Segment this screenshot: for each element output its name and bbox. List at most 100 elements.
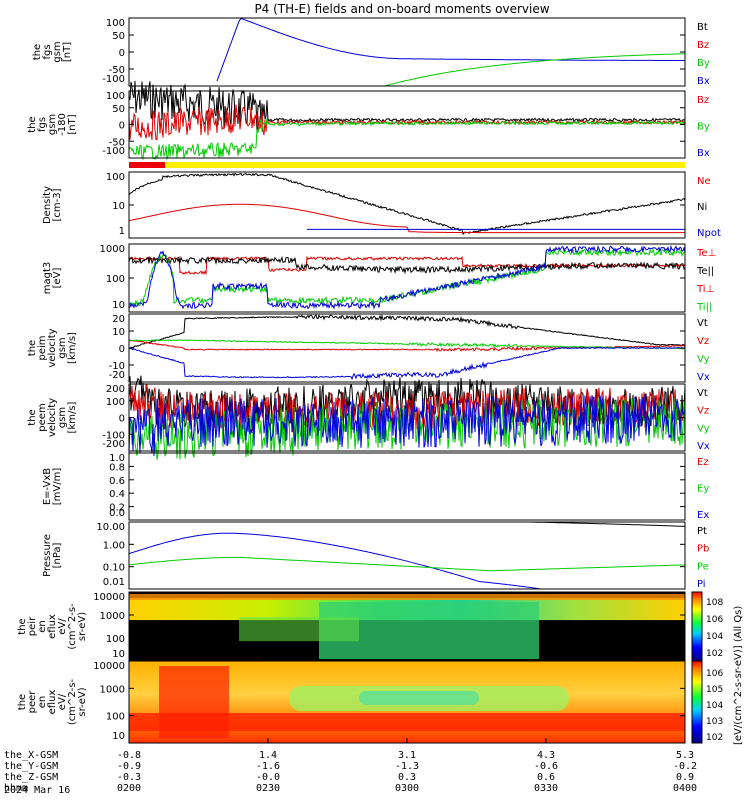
- x-tick-label: 0400: [673, 783, 697, 794]
- panel-ve: 200 100 0 -100-200 the peem velocity gsm [km/s] V…: [27, 375, 710, 460]
- series-bx: [128, 80, 686, 132]
- series-by: [384, 53, 686, 87]
- legend-bx: Bx: [697, 76, 710, 87]
- legend-pb: Pb: [697, 544, 709, 555]
- legend-vy: Vy: [697, 354, 710, 365]
- panel-pressure: 10.00 1.00 0.10 0.01 Pressure [nPa] Pt Pb Pe Pi: [42, 521, 709, 590]
- x-row-label: hhmm: [4, 783, 28, 794]
- legend-bz: Bz: [697, 40, 709, 51]
- peer-band-low: [129, 713, 685, 731]
- panel-peer: 10000 1000 100 10 the peer en eflux eV/(cm^2-s-s…: [17, 660, 686, 744]
- y-axis-label: en: [37, 696, 48, 709]
- y-tick-label: 10.00: [96, 522, 125, 533]
- series-vy: [128, 339, 686, 350]
- y-axis-label: fgs: [42, 44, 53, 59]
- series-ne: [128, 203, 685, 234]
- y-axis-label: the: [27, 409, 38, 425]
- legend-vz: Vz: [697, 336, 709, 347]
- legend-vx: Vx: [697, 372, 710, 383]
- y-tick-label: 10: [112, 201, 125, 212]
- panel-fgs: 100 50 0 -50-100 the fgs gsm [nT] Bt Bz By Bx: [32, 17, 710, 87]
- y-tick-label: 0.10: [103, 563, 125, 574]
- y-tick-label: -100: [102, 430, 125, 441]
- y-axis-label: the: [17, 618, 28, 634]
- y-tick-label: 100: [106, 18, 125, 29]
- series-pt: [530, 521, 686, 527]
- status-bar-red: [129, 162, 165, 168]
- legend-vy: Vy: [697, 423, 710, 434]
- panel-vi: 20 10 0 -10-20 the peim velocity gsm [km/s] Vt Vz V…: [27, 313, 710, 383]
- y-axis-label: the: [27, 116, 38, 132]
- y-tick-label: 100: [106, 397, 125, 408]
- legend-ex: Ex: [697, 510, 709, 521]
- x-tick-label: 0230: [256, 783, 280, 794]
- y-axis-label: velocity: [47, 398, 58, 437]
- colorbar-tick-label: 105: [706, 685, 723, 695]
- y-tick-label: 100: [106, 91, 125, 102]
- y-axis-label: [nT]: [62, 42, 73, 62]
- y-tick-label: 0.6: [109, 476, 125, 487]
- y-tick-label: -20: [109, 370, 125, 381]
- x-tick-label: -0.0: [256, 772, 280, 783]
- x-tick-label: -0.9: [117, 761, 141, 772]
- panel-efield: 1.00.8 0.6 0.4 0.20.0 E=-VxB [mV/m] Ez Ey Ex: [42, 452, 709, 521]
- y-axis-label: velocity: [47, 328, 58, 367]
- y-tick-label: 0: [119, 48, 125, 59]
- series-vz: [128, 339, 686, 352]
- y-tick-label: 100: [106, 712, 125, 723]
- legend-vz: Vz: [697, 406, 709, 417]
- plot-title: P4 (TH-E) fields and on-board moments ov…: [254, 2, 549, 16]
- series-by: [128, 118, 686, 161]
- y-axis-label: eflux: [47, 690, 58, 715]
- x-axis-labels: the_X-GSM -0.8 1.4 3.1 4.3 5.3 the_Y-GSM -0.9 -1…: [4, 738, 697, 796]
- y-axis-label: peim: [37, 335, 48, 360]
- legend-ez: Ez: [697, 457, 709, 468]
- x-tick-label: -0.2: [673, 761, 697, 772]
- panel-peir: 10000 1000 100 10 the peir en eflux eV/(cm^2-s-s…: [17, 591, 686, 662]
- y-axis-label: [km/s]: [67, 401, 78, 433]
- y-axis-label: [nPa]: [52, 542, 63, 568]
- colorbar-upper: [691, 591, 703, 662]
- x-tick-label: -1.6: [256, 761, 280, 772]
- x-tick-label: 0330: [534, 783, 558, 794]
- x-tick-label: 0.9: [676, 772, 694, 783]
- x-tick-label: -1.3: [395, 761, 419, 772]
- y-tick-label: -100: [102, 74, 125, 85]
- y-tick-label: 20: [112, 314, 125, 325]
- y-axis-label: eflux: [47, 614, 58, 639]
- y-axis-label: peir: [27, 616, 38, 636]
- y-tick-label: 50: [112, 31, 125, 42]
- peir-band-left: [239, 617, 359, 642]
- y-tick-label: -50: [109, 65, 125, 76]
- y-tick-label: 1.0: [109, 453, 125, 464]
- legend-te: Te||: [696, 266, 714, 277]
- colorbar-tick-label: 104: [706, 632, 723, 642]
- panel-fgs_dc: 100 50 0 -50-100 the fgs gsm -180 [nT] Bz By Bx: [27, 80, 710, 161]
- series-ti-perp: [128, 244, 686, 310]
- legend-ni: Ni: [697, 202, 707, 213]
- x-tick-label: -0.6: [534, 761, 558, 772]
- y-tick-label: 10000: [93, 661, 125, 672]
- y-tick-label: -50: [109, 137, 125, 148]
- y-axis-label: magt3: [42, 262, 53, 295]
- y-tick-label: 0: [119, 414, 125, 425]
- y-axis-label: [cm-3]: [52, 188, 63, 221]
- legend-npot: Npot: [697, 228, 721, 239]
- y-tick-label: -200: [102, 439, 125, 450]
- x-tick-label: 4.3: [537, 750, 555, 761]
- y-tick-label: 100: [106, 274, 125, 285]
- colorbar-tick-label: 104: [706, 701, 723, 711]
- legend-bz: Bz: [697, 95, 709, 106]
- colorbar-label: [eV/(cm^2-s-sr-eV)] (All Qs): [733, 606, 744, 745]
- y-tick-label: 10000: [93, 592, 125, 603]
- x-tick-label: 3.1: [398, 750, 416, 761]
- legend-vt: Vt: [697, 388, 708, 399]
- panel-temp: 1000 100 10 magt3 [eV] Te⊥ Te|| Ti⊥ Ti||: [42, 243, 716, 313]
- legend-vt: Vt: [697, 318, 708, 329]
- y-tick-label: 100: [106, 172, 125, 183]
- y-tick-label: -100: [102, 146, 125, 157]
- series-vx: [128, 393, 686, 457]
- y-tick-label: -10: [109, 361, 125, 372]
- x-row-label: the_X-GSM: [4, 750, 58, 761]
